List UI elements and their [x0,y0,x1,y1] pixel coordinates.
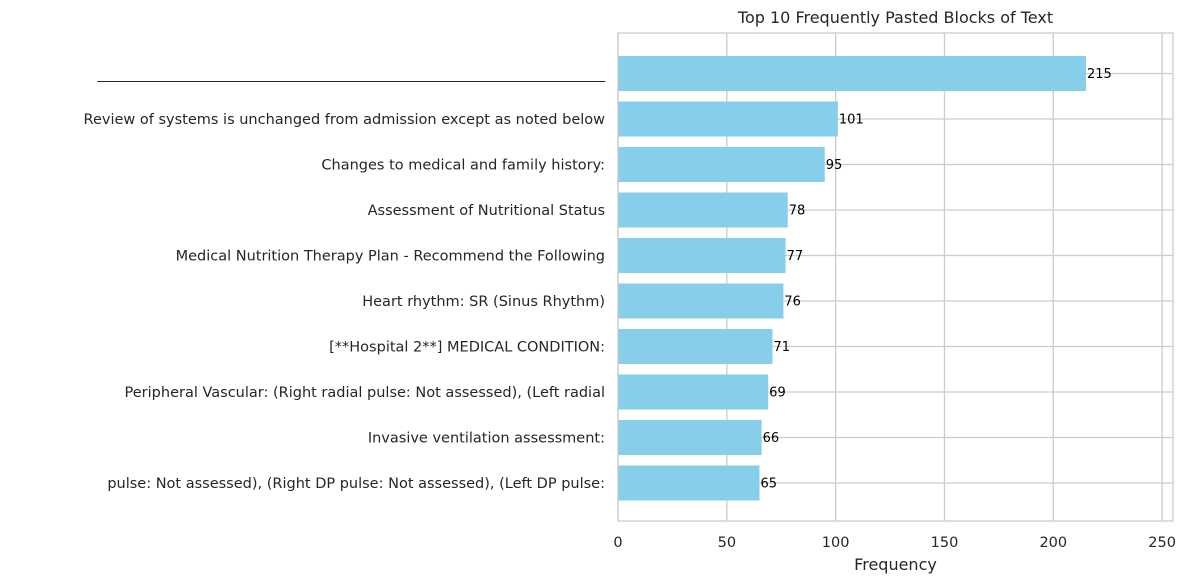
bar-value-label: 95 [826,158,843,173]
bar [618,56,1086,91]
plot-frame [617,32,1174,522]
y-category-label: [**Hospital 2**] MEDICAL CONDITION: [329,340,605,356]
bar [618,374,769,410]
y-category-label: ________________________________________… [97,67,606,83]
y-category-label: Medical Nutrition Therapy Plan - Recomme… [176,249,605,265]
x-tick-label: 0 [613,535,622,551]
bar-value-label: 65 [760,477,777,492]
bar [618,283,784,319]
bar-layer [618,56,1086,501]
y-category-label: Peripheral Vascular: (Right radial pulse… [125,385,605,401]
x-axis-title: Frequency [854,555,937,574]
bar [618,420,762,455]
bar-value-label: 78 [789,204,806,219]
y-category-label: Assessment of Nutritional Status [368,203,605,219]
bar-value-label: 76 [784,295,801,310]
y-category-label: Heart rhythm: SR (Sinus Rhythm) [362,294,605,310]
bar [618,192,788,228]
x-tick-label: 200 [1039,535,1067,551]
bar [618,238,786,273]
chart-title: Top 10 Frequently Pasted Blocks of Text [737,8,1053,27]
bar [618,329,773,364]
bar-value-label: 66 [763,431,780,446]
bar [618,465,760,501]
bar-value-label: 215 [1087,67,1112,82]
x-tick-label: 100 [822,535,850,551]
bar [618,147,825,182]
y-category-label: pulse: Not assessed), (Right DP pulse: N… [107,476,605,492]
bar-value-label: 71 [774,340,791,355]
label-layer: 0 50 100 150 200 250 _________________________… [84,67,1176,552]
x-tick-label: 250 [1148,535,1176,551]
x-tick-label: 50 [718,535,736,551]
bar-value-label: 69 [769,386,786,401]
y-category-label: Review of systems is unchanged from admi… [84,112,606,128]
bar-value-label: 77 [787,249,804,264]
bar-value-label: 101 [839,113,864,128]
y-category-label: Changes to medical and family history: [321,158,605,174]
bar [618,101,838,137]
x-tick-label: 150 [931,535,959,551]
y-category-label: Invasive ventilation assessment: [368,431,605,447]
